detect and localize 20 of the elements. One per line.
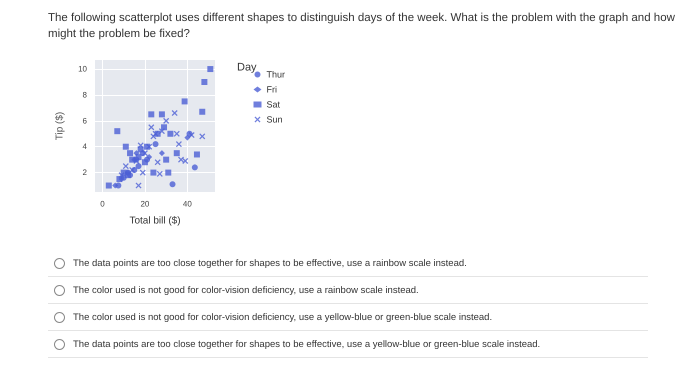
y-tick-label: 4	[82, 142, 88, 152]
x-tick-label: 0	[100, 200, 106, 208]
legend-label: Thur	[266, 70, 286, 80]
text: The color used is not good for color-vision deficiency, use a yellow-blue or green-blue scale instead.	[73, 312, 492, 322]
legend-label: Sun	[266, 114, 283, 124]
legend-label: Fri	[266, 84, 277, 94]
text: The color used is not good for color-vision deficiency, use a rainbow scale instead.	[73, 284, 419, 296]
text: The following scatterplot uses different shapes to distinguish days of the week. What is the problem with the graph and how might the problem be fixed?	[48, 11, 676, 42]
x-tick-label: 20	[140, 200, 150, 208]
y-tick-label: 10	[78, 64, 88, 74]
y-tick-label: 6	[82, 116, 88, 126]
legend-label: Sat	[266, 100, 281, 110]
x-axis-title: Total bill ($)	[129, 216, 181, 226]
x-tick-label: 40	[182, 200, 192, 208]
legend-title: Day	[237, 62, 258, 74]
y-axis-title: Tip ($)	[54, 112, 66, 140]
y-tick-label: 8	[82, 90, 88, 100]
y-tick-label: 2	[82, 168, 88, 178]
text: The data points are too close together for shapes to be effective, use a rainbow scale instead.	[73, 258, 467, 268]
text: The data points are too close together for shapes to be effective, use a yellow-blue or green-blue scale instead.	[73, 338, 540, 350]
